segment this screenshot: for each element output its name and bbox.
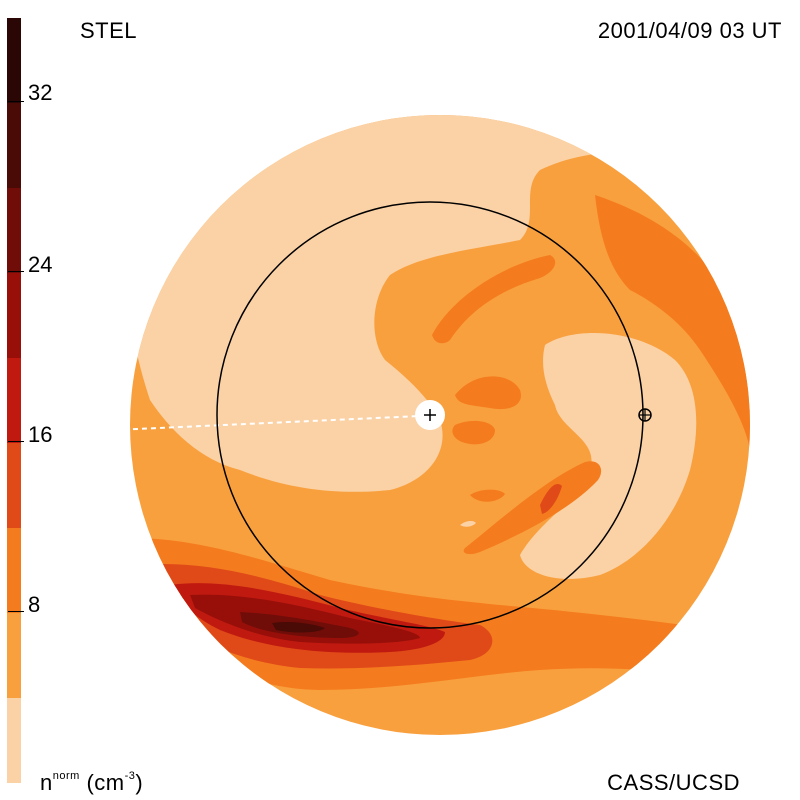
density-contours [130, 115, 750, 735]
unit-exponent: -3 [124, 770, 136, 782]
contour-mid-right-band [595, 195, 750, 450]
colorbar-segment [7, 613, 21, 698]
contour-low-region [130, 115, 750, 492]
sightline-dotted [114, 415, 421, 431]
colorbar-tick [8, 271, 24, 272]
colorbar-segment [7, 698, 21, 783]
colorbar-segment [7, 358, 21, 443]
quantity-superscript: norm [52, 770, 80, 782]
colorbar-segment [7, 443, 21, 528]
colorbar-segment [7, 528, 21, 613]
contour-dark-band [190, 594, 420, 644]
credit-label: CASS/UCSD [607, 770, 740, 795]
quantity-symbol: n [40, 770, 53, 795]
colorbar-tick-label: 8 [28, 592, 41, 617]
contour-mid-blob-3 [470, 489, 505, 502]
contour-darkest-core [272, 621, 325, 633]
colorbar-segment [7, 273, 21, 358]
colorbar-segment [7, 103, 21, 188]
colorbar-tick [8, 441, 24, 442]
contour-mid-blob-1 [455, 376, 521, 410]
contour-mid-streak [463, 461, 602, 555]
unit-text: (cm [86, 770, 125, 795]
contour-low-fleck [460, 520, 476, 527]
colorbar-tick-label: 16 [28, 422, 53, 447]
contour-low-blob [520, 333, 697, 579]
unit-close: ) [135, 770, 144, 795]
color-scale-bar [7, 18, 21, 783]
colorbar-segment [7, 18, 21, 103]
contour-mid-arc [432, 255, 556, 344]
contour-mid-blob-2 [452, 420, 495, 445]
contour-midhigh-speck [540, 484, 562, 514]
instrument-label: STEL [80, 18, 138, 43]
timestamp-label: 2001/04/09 03 UT [597, 18, 782, 43]
colorbar-segment [7, 188, 21, 273]
colorbar-tick-label: 32 [28, 80, 53, 105]
units-label: nnorm (cm-3) [40, 770, 143, 796]
colorbar-tick-label: 24 [28, 252, 53, 277]
colorbar-tick [8, 611, 24, 612]
colorbar-tick [8, 101, 24, 102]
